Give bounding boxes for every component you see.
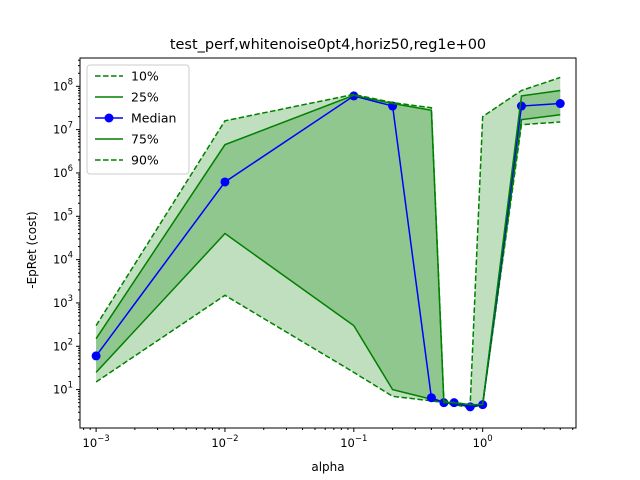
legend-label-10pct: 10% [131, 69, 159, 84]
x-tick-label: 10−1 [340, 434, 367, 450]
y-tick-label: 108 [53, 77, 73, 93]
legend-label-median: Median [131, 111, 176, 126]
median-point [91, 351, 101, 361]
y-tick-label: 104 [53, 251, 73, 267]
legend-label-90pct: 90% [131, 153, 159, 168]
legend-box [86, 64, 190, 175]
x-tick-label: 10−3 [83, 434, 110, 450]
series-line-90pct [95, 76, 561, 406]
legend: 10% 25% Median 75% 90% [86, 64, 190, 175]
median-point [516, 101, 526, 111]
y-tick-label: 102 [53, 337, 73, 353]
legend-label-25pct: 25% [131, 90, 159, 105]
band-25-75 [96, 90, 561, 407]
series-line-75pct [95, 89, 561, 406]
x-axis-ticks: 10−3 10−2 10−1 100 [83, 428, 574, 450]
x-tick-label: 100 [473, 434, 493, 450]
legend-marker [104, 113, 114, 123]
plot-area [91, 76, 565, 412]
y-axis-label: -EpRet (cost) [25, 211, 39, 289]
x-axis-label: alpha [311, 460, 344, 474]
x-tick-label: 10−2 [211, 434, 238, 450]
legend-label-75pct: 75% [131, 132, 159, 147]
axes-frame [79, 57, 577, 429]
y-tick-label: 107 [53, 121, 73, 137]
y-tick-label: 103 [53, 294, 73, 310]
y-tick-label: 106 [53, 164, 73, 180]
y-axis-ticks: 101 102 103 104 105 106 107 108 [53, 59, 80, 421]
median-point [426, 393, 436, 403]
y-tick-label: 105 [53, 207, 73, 223]
chart-title: test_perf,whitenoise0pt4,horiz50,reg1e+0… [170, 37, 486, 53]
y-tick-label: 101 [53, 381, 73, 397]
median-point [220, 177, 230, 187]
median-point [555, 99, 565, 109]
